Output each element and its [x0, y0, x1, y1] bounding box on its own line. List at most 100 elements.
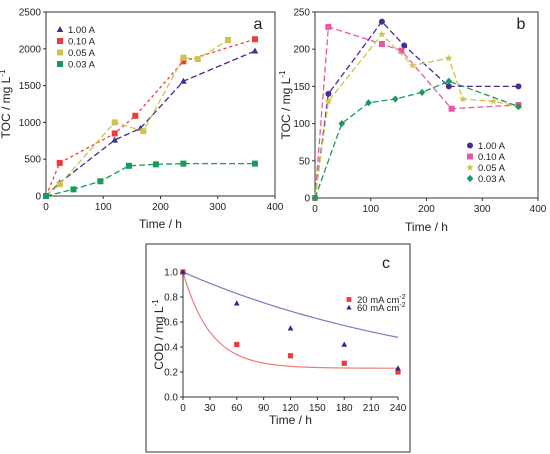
data-point-a-1-3: [132, 112, 139, 119]
x-tick-label-a: 400: [267, 202, 284, 213]
data-point-b-2-3: [408, 61, 417, 69]
fit-curve-c-1: [182, 271, 399, 338]
legend-label-b-3: 0.03 A: [478, 174, 506, 185]
y-tick-label-a: 0: [35, 192, 41, 203]
legend-label-a-0: 1.00 A: [68, 25, 96, 36]
data-point-c-1-0: [180, 269, 186, 275]
y-tick-label-b: 150: [293, 82, 310, 93]
x-tick-label-b: 200: [418, 204, 435, 215]
panel-letter-b: b: [517, 16, 526, 33]
data-point-b-2-1: [324, 97, 333, 105]
x-tick-label-c: 120: [282, 403, 299, 414]
series-line-b-0: [314, 20, 519, 199]
legend-marker-b-3: [466, 174, 474, 183]
legend-label-b-2: 0.05 A: [478, 163, 506, 174]
data-point-c-0-3: [341, 360, 347, 366]
data-point-a-1-4: [180, 58, 187, 65]
y-tick-label-a: 500: [24, 155, 41, 166]
data-point-b-1-2: [378, 40, 385, 47]
legend-label-a-2: 0.05 A: [68, 48, 96, 59]
data-point-a-1-1: [56, 159, 63, 166]
y-tick-label-a: 1500: [19, 81, 42, 92]
x-tick-label-c: 90: [258, 403, 270, 414]
data-point-b-3-6: [515, 102, 522, 111]
data-point-c-1-2: [287, 325, 294, 331]
y-axis-title-c: COD / mg L-1: [151, 299, 166, 370]
x-axis-title-b: Time / h: [405, 220, 448, 234]
legend-marker-a-2: [57, 49, 63, 56]
series-a-2: [43, 36, 232, 199]
legend-label-a-3: 0.03 A: [68, 60, 96, 71]
data-point-b-3-5: [445, 77, 453, 85]
data-point-b-2-4: [445, 54, 453, 62]
data-point-a-3-2: [97, 178, 104, 185]
y-tick-label-c: 0.0: [164, 393, 178, 404]
x-tick-label-a: 300: [209, 202, 226, 213]
x-tick-label-c: 240: [390, 403, 407, 414]
x-tick-label-c: 210: [363, 403, 380, 414]
data-point-b-3-3: [391, 95, 399, 103]
data-point-b-3-2: [365, 99, 372, 107]
chart-panel-b: 0 100 200 300 400 0 50 100 150 200 250 Time / h TOC …: [278, 8, 547, 235]
x-tick-label-a: 200: [152, 202, 169, 213]
data-point-a-3-6: [251, 160, 258, 167]
data-point-b-0-4: [445, 83, 452, 90]
data-point-a-2-3: [140, 128, 147, 135]
data-point-b-0-1: [325, 90, 332, 97]
y-tick-label-b: 50: [299, 156, 311, 167]
x-tick-label-b: 300: [474, 204, 491, 215]
y-tick-label-c: 0.4: [164, 343, 178, 354]
data-point-a-0-2: [111, 136, 118, 143]
y-tick-label-c: 0.2: [164, 368, 178, 379]
data-point-c-0-1: [234, 341, 240, 348]
y-tick-label-a: 1000: [19, 118, 42, 129]
data-point-a-2-5: [194, 56, 201, 63]
panel-letter-a: a: [254, 16, 263, 33]
x-axis-title-a: Time / h: [139, 217, 182, 231]
y-tick-label-b: 100: [293, 119, 310, 130]
data-point-a-2-4: [180, 54, 187, 61]
data-point-c-1-1: [233, 300, 240, 306]
data-point-a-3-0: [43, 193, 49, 199]
data-point-c-1-3: [341, 341, 348, 347]
data-point-a-0-5: [251, 47, 259, 54]
data-point-c-0-2: [287, 353, 294, 359]
legend-label-b-0: 1.00 A: [478, 141, 506, 152]
legend-marker-b-1: [467, 153, 473, 160]
panel-c-frame: [145, 243, 411, 453]
data-point-b-1-3: [398, 47, 405, 54]
series-line-b-2: [314, 33, 519, 199]
data-point-a-3-1: [70, 186, 77, 193]
legend-marker-a-1: [57, 38, 63, 44]
y-tick-label-c: 0.6: [164, 318, 178, 329]
data-point-b-2-6: [489, 97, 498, 105]
data-point-b-1-1: [325, 23, 332, 30]
data-point-c-1-4: [395, 365, 401, 371]
y-tick-label-b: 0: [304, 194, 310, 205]
y-tick-label-a: 2000: [19, 44, 42, 55]
legend-label-c-0: 20 mA cm-2: [357, 294, 406, 306]
x-tick-label-c: 60: [231, 403, 243, 414]
x-tick-label-c: 30: [204, 403, 216, 414]
fit-curve-c-0: [182, 271, 398, 369]
y-axis-title-a: TOC / mg L-1: [0, 69, 13, 138]
legend-marker-a-3: [57, 61, 63, 67]
y-tick-label-c: 1.0: [164, 268, 178, 279]
y-axis-title-b: TOC / mg L-1: [278, 70, 293, 139]
legend-label-b-1: 0.10 A: [478, 152, 506, 163]
data-point-a-3-4: [152, 161, 159, 168]
data-point-a-0-4: [180, 77, 187, 84]
data-point-b-3-0: [311, 194, 319, 202]
data-point-a-1-2: [111, 130, 118, 137]
legend-a: 1.00 A0.10 A0.05 A0.03 A: [56, 25, 96, 71]
legend-c: 20 mA cm-260 mA cm-2: [346, 294, 406, 314]
series-c-1: [180, 269, 401, 371]
data-point-b-0-5: [515, 83, 522, 90]
data-point-b-3-4: [418, 88, 426, 96]
y-tick-label-b: 200: [293, 45, 310, 56]
x-tick-label-b: 400: [530, 204, 547, 215]
legend-label-c-1: 60 mA cm-2: [357, 302, 406, 314]
axes-c: [182, 272, 398, 398]
y-tick-label-a: 2500: [19, 8, 42, 19]
